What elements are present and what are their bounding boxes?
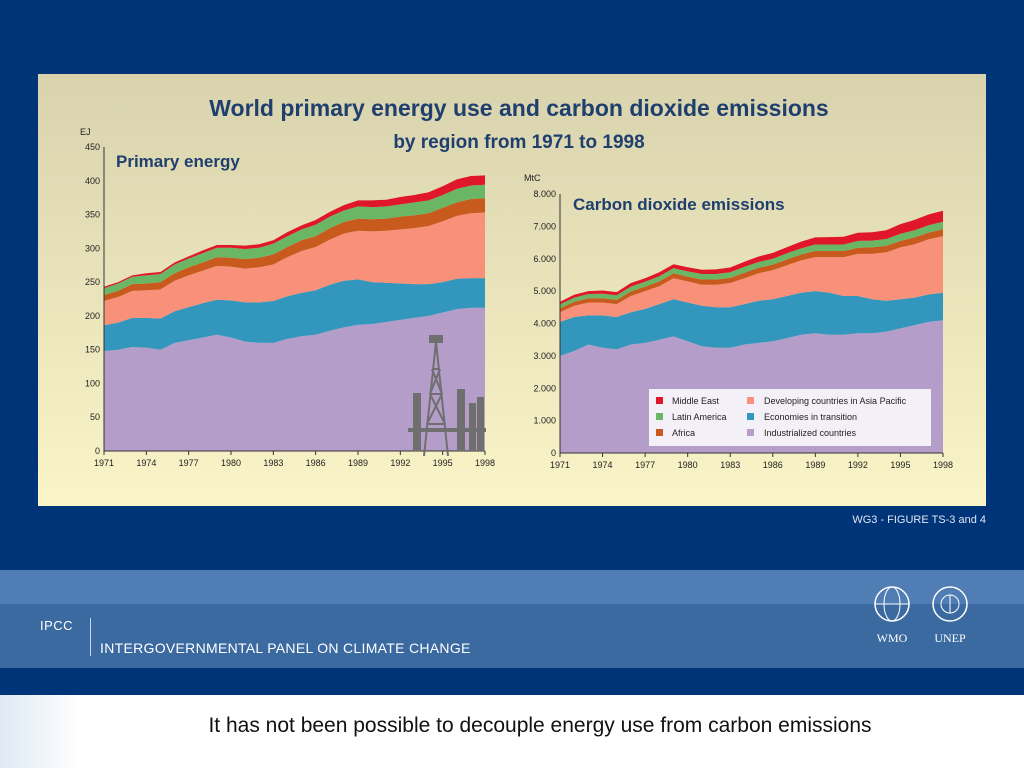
primary-energy-x-tick-label: 1980 xyxy=(221,458,241,468)
co2-emissions-x-tick-label: 1974 xyxy=(593,460,613,470)
co2-emissions-y-tick-label: 5.000 xyxy=(533,286,556,296)
co2-emissions-y-tick-label: 7.000 xyxy=(533,221,556,231)
primary-energy-area-latin-america xyxy=(104,184,485,295)
legend-label-africa: Africa xyxy=(672,428,695,438)
unep-logo: UNEP xyxy=(932,586,968,645)
primary-energy-x-tick-label: 1998 xyxy=(475,458,495,468)
legend-swatch-industrialized-countries xyxy=(747,429,754,436)
co2-emissions-x-tick-label: 1980 xyxy=(678,460,698,470)
co2-emissions-x-tick-label: 1998 xyxy=(933,460,953,470)
co2-emissions-chart-title: Carbon dioxide emissions xyxy=(573,195,785,214)
primary-energy-axes: 0 50 100 150 200 250 300 350 400 450 1971 1974 1977 1… xyxy=(85,142,495,468)
primary-energy-chart: Primary energy EJ 0 50 100 150 200 250 300 350 4… xyxy=(80,127,495,468)
primary-energy-x-tick-label: 1974 xyxy=(136,458,156,468)
footer-caption: It has not been possible to decouple ene… xyxy=(208,714,872,737)
primary-energy-y-tick-label: 400 xyxy=(85,176,100,186)
co2-emissions-y-tick-label: 4.000 xyxy=(533,319,556,329)
co2-emissions-area-latin-america xyxy=(560,221,943,309)
co2-emissions-y-tick-label: 1.000 xyxy=(533,416,556,426)
co2-emissions-area-africa xyxy=(560,229,943,313)
unep-label: UNEP xyxy=(934,631,966,645)
primary-energy-area-developing-countries-in-asia-pacific xyxy=(104,212,485,326)
ipcc-divider xyxy=(90,618,91,656)
legend-swatch-africa xyxy=(656,429,663,436)
unep-globe-icon xyxy=(932,586,968,622)
legend-swatch-economies-in-transition xyxy=(747,413,754,420)
ipcc-short-name: IPCC xyxy=(40,618,74,633)
wmo-label: WMO xyxy=(877,631,908,645)
legend-label-middle-east: Middle East xyxy=(672,396,720,406)
primary-energy-y-tick-label: 50 xyxy=(90,412,100,422)
legend-item-economies-in-transition: Economies in transition xyxy=(747,412,857,422)
bottom-strip xyxy=(0,668,1024,695)
legend-label-industrialized-countries: Industrialized countries xyxy=(764,428,857,438)
legend-item-latin-america: Latin America xyxy=(656,412,727,422)
legend-swatch-middle-east xyxy=(656,397,663,404)
co2-emissions-y-unit: MtC xyxy=(524,173,541,183)
co2-emissions-x-tick-label: 1983 xyxy=(720,460,740,470)
legend-label-developing-asia-pacific: Developing countries in Asia Pacific xyxy=(764,396,907,406)
primary-energy-area-africa xyxy=(104,198,485,301)
legend-label-latin-america: Latin America xyxy=(672,412,727,422)
primary-energy-x-tick-label: 1989 xyxy=(348,458,368,468)
co2-emissions-y-tick-label: 0 xyxy=(551,448,556,458)
co2-emissions-area-developing-countries-in-asia-pacific xyxy=(560,236,943,322)
primary-energy-x-tick-label: 1986 xyxy=(306,458,326,468)
legend-background xyxy=(649,389,931,446)
co2-emissions-y-tick-label: 2.000 xyxy=(533,383,556,393)
primary-energy-x-tick-label: 1977 xyxy=(179,458,199,468)
logos: WMO UNEP xyxy=(874,586,968,645)
co2-emissions-x-tick-label: 1986 xyxy=(763,460,783,470)
primary-energy-x-tick-label: 1971 xyxy=(94,458,114,468)
corner-decoration xyxy=(0,695,80,768)
figure-title: World primary energy use and carbon diox… xyxy=(209,95,828,121)
figure-credit: WG3 - FIGURE TS-3 and 4 xyxy=(852,514,986,526)
primary-energy-x-tick-label: 1983 xyxy=(263,458,283,468)
co2-emissions-x-tick-label: 1971 xyxy=(550,460,570,470)
primary-energy-y-tick-label: 200 xyxy=(85,311,100,321)
legend-item-africa: Africa xyxy=(656,428,695,438)
legend: Middle East Latin America Africa Develop… xyxy=(649,389,931,446)
ipcc-long-name: INTERGOVERNMENTAL PANEL ON CLIMATE CHANG… xyxy=(100,640,471,656)
co2-emissions-x-tick-label: 1977 xyxy=(635,460,655,470)
ipcc-band: IPCC INTERGOVERNMENTAL PANEL ON CLIMATE … xyxy=(0,570,1024,668)
co2-emissions-area-economies-in-transition xyxy=(560,291,943,356)
ipcc-band-highlight xyxy=(0,570,1024,604)
legend-label-economies-in-transition: Economies in transition xyxy=(764,412,857,422)
wmo-logo: WMO xyxy=(874,586,910,645)
co2-emissions-y-tick-label: 6.000 xyxy=(533,254,556,264)
figure-panel: World primary energy use and carbon diox… xyxy=(38,74,986,506)
primary-energy-x-tick-label: 1992 xyxy=(390,458,410,468)
legend-swatch-developing-asia-pacific xyxy=(747,397,754,404)
co2-emissions-axes: 0 1.000 2.000 3.000 4.000 5.000 6.000 7.000 8.00… xyxy=(533,189,953,470)
oil-rig-illustration xyxy=(408,335,486,457)
primary-energy-y-tick-label: 0 xyxy=(95,446,100,456)
primary-energy-y-unit: EJ xyxy=(80,127,91,137)
primary-energy-areas xyxy=(104,175,485,451)
primary-energy-area-industrialized-countries xyxy=(104,307,485,451)
legend-swatch-latin-america xyxy=(656,413,663,420)
primary-energy-x-tick-label: 1995 xyxy=(433,458,453,468)
primary-energy-y-tick-label: 300 xyxy=(85,243,100,253)
primary-energy-y-tick-label: 250 xyxy=(85,277,100,287)
legend-item-middle-east: Middle East xyxy=(656,396,720,406)
primary-energy-y-tick-label: 450 xyxy=(85,142,100,152)
figure-subtitle: by region from 1971 to 1998 xyxy=(393,132,644,153)
co2-emissions-y-tick-label: 3.000 xyxy=(533,351,556,361)
primary-energy-y-tick-label: 100 xyxy=(85,378,100,388)
legend-item-industrialized-countries: Industrialized countries xyxy=(747,428,857,438)
co2-emissions-x-tick-label: 1992 xyxy=(848,460,868,470)
primary-energy-area-economies-in-transition xyxy=(104,278,485,351)
co2-emissions-y-tick-label: 8.000 xyxy=(533,189,556,199)
legend-item-developing-asia-pacific: Developing countries in Asia Pacific xyxy=(747,396,907,406)
primary-energy-y-tick-label: 350 xyxy=(85,210,100,220)
co2-emissions-x-tick-label: 1995 xyxy=(890,460,910,470)
primary-energy-chart-title: Primary energy xyxy=(116,152,240,171)
figure-svg: World primary energy use and carbon diox… xyxy=(38,74,986,506)
co2-emissions-x-tick-label: 1989 xyxy=(805,460,825,470)
primary-energy-area-middle-east xyxy=(104,175,485,289)
primary-energy-y-tick-label: 150 xyxy=(85,345,100,355)
